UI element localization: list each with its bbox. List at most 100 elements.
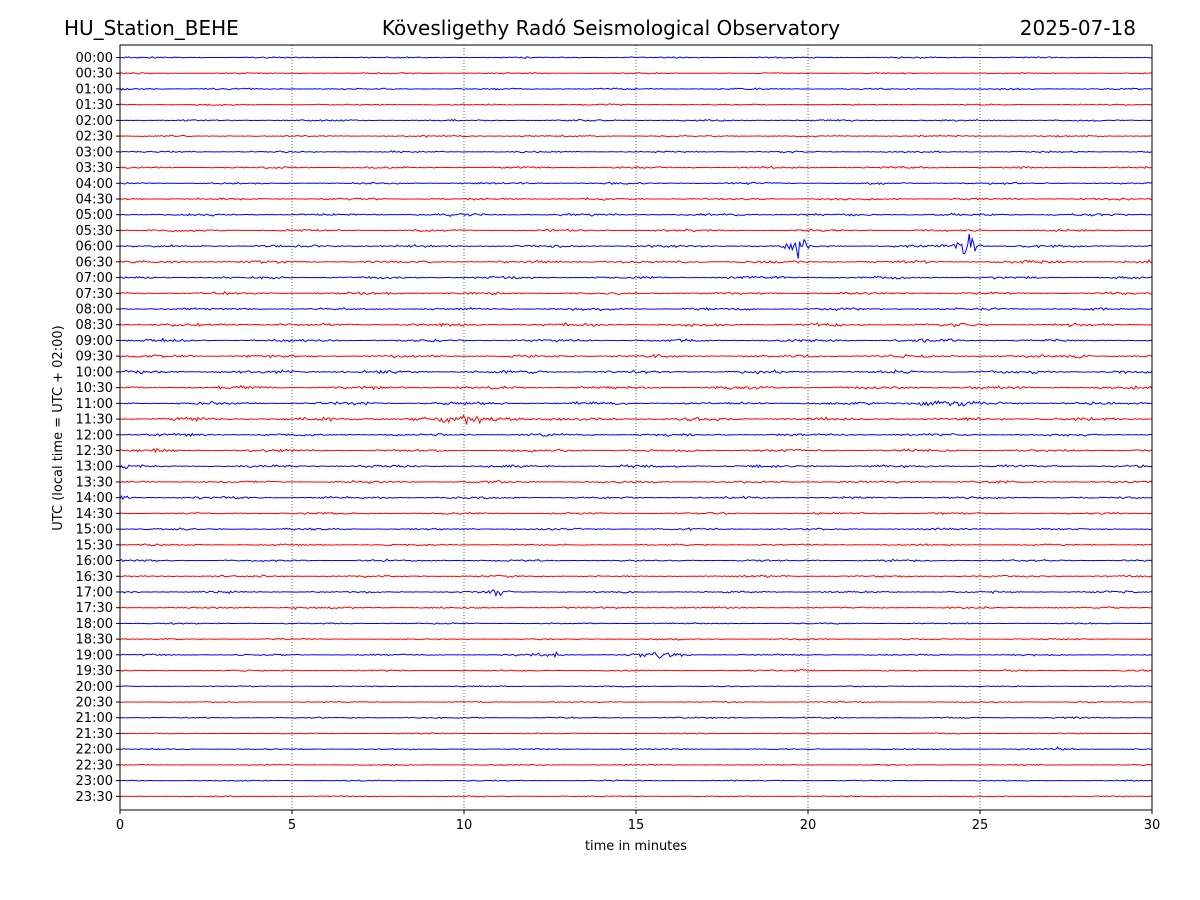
y-tick-label: 22:30 bbox=[76, 758, 113, 773]
trace-13-30 bbox=[120, 479, 1153, 485]
trace-09-00 bbox=[119, 337, 1153, 343]
x-axis-label: time in minutes bbox=[585, 839, 687, 854]
y-tick-label: 19:00 bbox=[76, 648, 113, 663]
trace-02-00 bbox=[119, 118, 1153, 122]
y-tick-label: 14:00 bbox=[76, 491, 113, 506]
y-tick-label: 07:30 bbox=[76, 287, 113, 302]
y-tick-label: 08:30 bbox=[76, 318, 113, 333]
trace-05-30 bbox=[119, 228, 1153, 233]
y-tick-label: 18:30 bbox=[76, 633, 113, 648]
y-tick-label: 06:00 bbox=[76, 240, 113, 255]
trace-00-30 bbox=[119, 71, 1153, 75]
trace-07-00 bbox=[119, 275, 1153, 280]
trace-08-30 bbox=[119, 322, 1153, 328]
trace-12-30 bbox=[119, 447, 1153, 454]
y-tick-label: 12:30 bbox=[76, 444, 113, 459]
trace-22-30 bbox=[119, 763, 1153, 767]
x-tick-label: 10 bbox=[456, 818, 473, 833]
chart-title: Kövesligethy Radó Seismological Observat… bbox=[381, 16, 841, 40]
y-tick-label: 00:00 bbox=[76, 51, 113, 66]
trace-21-00 bbox=[119, 716, 1153, 720]
y-tick-label: 12:00 bbox=[76, 428, 113, 443]
x-tick-label: 30 bbox=[1144, 818, 1161, 833]
y-tick-label: 16:30 bbox=[76, 570, 113, 585]
trace-23-30 bbox=[119, 795, 1153, 798]
y-tick-label: 05:00 bbox=[76, 208, 113, 223]
trace-00-00 bbox=[119, 56, 1153, 59]
y-tick-label: 05:30 bbox=[76, 224, 113, 239]
x-tick-label: 25 bbox=[972, 818, 989, 833]
x-axis-ticks: 0 5 10 15 20 25 30 bbox=[116, 810, 1160, 833]
y-tick-label: 02:30 bbox=[76, 130, 113, 145]
trace-11-00 bbox=[119, 399, 1153, 407]
trace-15-30 bbox=[119, 543, 1153, 547]
trace-03-30 bbox=[119, 165, 1153, 170]
y-tick-label: 21:30 bbox=[76, 727, 113, 742]
trace-09-30 bbox=[119, 353, 1153, 359]
trace-12-00 bbox=[119, 432, 1153, 438]
y-tick-label: 00:30 bbox=[76, 67, 113, 82]
y-tick-label: 22:00 bbox=[76, 743, 113, 758]
x-tick-label: 0 bbox=[116, 818, 124, 833]
trace-10-30 bbox=[119, 384, 1153, 391]
y-tick-label: 20:30 bbox=[76, 696, 113, 711]
trace-21-30 bbox=[119, 732, 1153, 735]
y-tick-label: 15:30 bbox=[76, 538, 113, 553]
trace-05-00 bbox=[119, 212, 1153, 218]
y-axis-label: UTC (local time = UTC + 02:00) bbox=[51, 325, 66, 530]
y-tick-label: 10:00 bbox=[76, 365, 113, 380]
y-tick-label: 10:30 bbox=[76, 381, 113, 396]
y-tick-label: 03:30 bbox=[76, 161, 113, 176]
trace-06-30 bbox=[119, 259, 1153, 265]
trace-18-30 bbox=[119, 637, 1153, 641]
y-tick-label: 07:00 bbox=[76, 271, 113, 286]
trace-06-00 bbox=[119, 233, 1153, 259]
y-tick-label: 11:30 bbox=[76, 413, 113, 428]
trace-19-00 bbox=[119, 651, 1153, 659]
trace-11-30 bbox=[119, 414, 1153, 425]
trace-14-30 bbox=[119, 511, 1153, 516]
y-tick-label: 09:30 bbox=[76, 350, 113, 365]
trace-03-00 bbox=[119, 150, 1153, 154]
trace-15-00 bbox=[119, 527, 1153, 531]
trace-22-00 bbox=[119, 746, 1153, 751]
y-tick-label: 19:30 bbox=[76, 664, 113, 679]
y-tick-label: 02:00 bbox=[76, 114, 113, 129]
trace-01-30 bbox=[119, 103, 1153, 107]
y-tick-label: 04:30 bbox=[76, 192, 113, 207]
trace-02-30 bbox=[119, 134, 1153, 138]
y-tick-label: 13:00 bbox=[76, 460, 113, 475]
chart-date: 2025-07-18 bbox=[1019, 16, 1136, 40]
y-tick-label: 16:00 bbox=[76, 554, 113, 569]
y-tick-label: 04:00 bbox=[76, 177, 113, 192]
trace-20-30 bbox=[119, 700, 1153, 704]
trace-19-30 bbox=[119, 668, 1153, 673]
y-tick-label: 14:30 bbox=[76, 507, 113, 522]
trace-23-00 bbox=[119, 779, 1153, 782]
y-tick-label: 03:00 bbox=[76, 145, 113, 160]
y-tick-label: 13:30 bbox=[76, 475, 113, 490]
trace-18-00 bbox=[119, 622, 1153, 625]
x-tick-label: 20 bbox=[800, 818, 817, 833]
trace-14-00 bbox=[119, 495, 1153, 501]
x-tick-label: 15 bbox=[628, 818, 645, 833]
trace-01-00 bbox=[119, 87, 1153, 91]
y-tick-label: 20:00 bbox=[76, 680, 113, 695]
y-tick-label: 17:30 bbox=[76, 601, 113, 616]
y-tick-label: 15:00 bbox=[76, 523, 113, 538]
trace-13-00 bbox=[119, 464, 1153, 470]
trace-17-30 bbox=[119, 605, 1153, 611]
seismogram-traces bbox=[119, 56, 1153, 798]
y-tick-label: 18:00 bbox=[76, 617, 113, 632]
trace-04-00 bbox=[119, 181, 1153, 186]
trace-16-00 bbox=[119, 558, 1153, 563]
y-axis-ticks: 00:0000:3001:0001:3002:0002:3003:0003:30… bbox=[76, 51, 120, 805]
trace-04-30 bbox=[119, 197, 1153, 201]
grid-lines bbox=[291, 45, 981, 810]
y-tick-label: 08:00 bbox=[76, 303, 113, 318]
trace-17-00 bbox=[119, 588, 1153, 598]
y-tick-label: 01:30 bbox=[76, 98, 113, 113]
y-tick-label: 06:30 bbox=[76, 255, 113, 270]
y-tick-label: 09:00 bbox=[76, 334, 113, 349]
